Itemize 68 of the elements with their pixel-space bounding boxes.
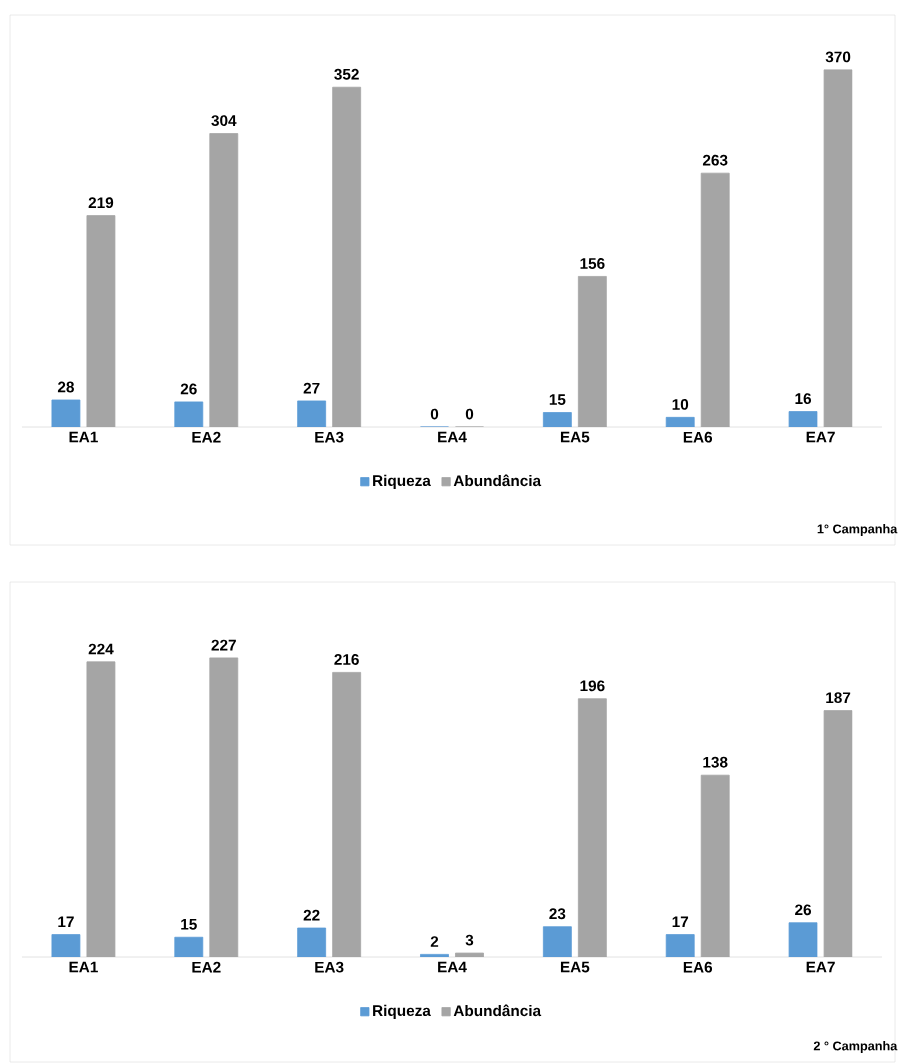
data-label: 23 [549,908,566,920]
x-tick-label: EA2 [192,961,221,973]
data-label: 304 [211,115,237,127]
data-label: 370 [825,51,851,63]
legend-label: Riqueza [373,474,431,490]
data-label: 263 [702,154,728,166]
bar [174,401,204,428]
legend-label: Abundância [453,474,542,487]
bar [420,953,449,958]
x-tick-label: EA4 [438,431,467,443]
bar [665,416,695,428]
x-tick-label: EA1 [69,961,98,973]
bar [297,400,327,428]
bar [86,661,116,958]
bar [51,399,81,428]
x-tick-label: EA4 [438,961,467,973]
bar [174,936,204,958]
bar [542,926,572,958]
bar [297,927,327,958]
x-tick-label: EA7 [806,961,835,973]
data-label: 227 [211,639,236,651]
bar [577,698,607,958]
data-label: 0 [465,408,474,420]
data-label: 27 [303,382,320,394]
bar [209,657,239,958]
bar [455,952,484,958]
data-label: 187 [826,692,851,704]
data-label: 15 [181,919,197,930]
data-label: 26 [180,383,197,395]
data-label: 0 [430,408,439,420]
text: 1° Campanha [817,524,898,536]
x-tick-label: EA5 [560,961,590,973]
data-label: 22 [303,909,320,921]
bar [788,411,818,428]
data-label: 138 [703,756,728,768]
x-tick-label: EA6 [683,961,713,973]
data-label: 28 [57,381,74,393]
x-tick-label: EA1 [69,431,98,443]
legend-label: Riqueza [373,1004,431,1020]
x-tick-label: EA6 [683,431,713,443]
data-label: 2 [430,936,439,947]
x-tick-label: EA3 [315,431,344,443]
bar [788,922,818,958]
x-tick-label: EA5 [560,431,590,443]
bar [51,934,81,958]
bar [332,672,362,958]
data-label: 352 [334,68,359,80]
x-tick-label: EA2 [192,431,221,443]
x-tick-label: EA7 [806,431,835,443]
data-label: 17 [672,916,689,928]
data-label: 156 [580,258,605,269]
data-label: 219 [88,197,114,209]
data-label: 15 [549,394,566,406]
bar [700,774,730,958]
text: 2 ° Campanha [813,1041,898,1053]
bar [665,934,695,958]
data-label: 3 [465,934,474,946]
data-label: 10 [672,398,689,410]
data-label: 16 [795,393,812,405]
legend-label: Abundância [453,1004,542,1017]
data-label: 17 [58,916,74,928]
data-label: 224 [88,643,114,655]
x-tick-label: EA3 [315,961,344,973]
bar [823,710,853,958]
data-label: 26 [795,904,812,916]
data-label: 196 [580,680,605,692]
bar [542,412,572,428]
data-label: 216 [334,654,359,665]
